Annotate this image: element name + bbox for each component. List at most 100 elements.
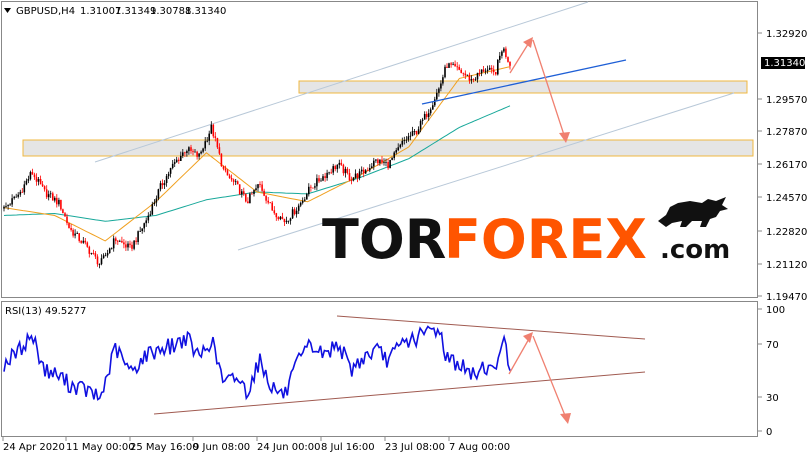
rsi-tick-label: 100	[766, 305, 785, 316]
time-label: 23 Jul 08:00	[385, 442, 445, 453]
candle-body	[29, 172, 32, 180]
candle-body	[125, 244, 127, 248]
candle-body	[259, 184, 261, 185]
current-price-tag-bg	[761, 57, 805, 69]
watermark-part1: TOR	[322, 208, 446, 271]
candle-body	[220, 153, 223, 167]
candle-body	[442, 77, 444, 84]
candle-body	[497, 60, 499, 75]
torforex-watermark: TOR FOREX .com	[322, 197, 730, 271]
price-pane-frame	[1, 1, 758, 298]
candle-body	[328, 172, 330, 174]
candle-body	[35, 177, 38, 182]
candle-body	[216, 138, 219, 148]
time-axis: 24 Apr 2020 11 May 00:00 25 May 16:00 9 …	[2, 437, 510, 453]
candle-body	[295, 210, 298, 215]
candle-body	[399, 144, 402, 148]
collapse-triangle-icon[interactable]	[4, 8, 11, 13]
candle-body	[112, 238, 115, 249]
candle-body	[318, 178, 320, 182]
high-value: 1.31349	[115, 6, 156, 17]
candle-body	[153, 202, 156, 204]
candle-body	[283, 218, 286, 223]
candle-body	[149, 214, 152, 216]
candle-body	[316, 178, 318, 187]
candle-body	[182, 152, 184, 156]
candle-body	[78, 233, 80, 241]
candle-body	[269, 202, 271, 204]
close-value: 1.31340	[185, 6, 226, 17]
candle-body	[358, 171, 361, 179]
candle-body	[92, 253, 95, 254]
candle-body	[484, 70, 487, 72]
candle-body	[348, 173, 351, 180]
candle-body	[100, 258, 103, 265]
candle-body	[19, 191, 22, 195]
candle-body	[273, 210, 276, 214]
candle-body	[403, 140, 406, 141]
candle-body	[444, 66, 446, 78]
candle-body	[202, 148, 204, 152]
candle-body	[17, 194, 19, 197]
candle-body	[446, 66, 448, 68]
rsi-arrow-up-head-icon	[523, 332, 533, 343]
candle-body	[275, 213, 278, 218]
candle-body	[505, 48, 507, 57]
candle-body	[31, 172, 34, 175]
candle-body	[490, 67, 493, 70]
candle-body	[263, 190, 265, 196]
candle-body	[251, 193, 253, 195]
candle-body	[460, 69, 462, 73]
candle-body	[373, 160, 375, 167]
rsi-upper-trendline	[336, 315, 646, 340]
moving-averages	[3, 66, 511, 242]
candle-body	[184, 152, 186, 154]
candle-body	[287, 220, 290, 222]
candle-body	[200, 151, 202, 154]
candle-body	[261, 184, 263, 191]
candle-body	[308, 186, 310, 195]
candle-body	[324, 176, 326, 178]
candle-body	[340, 162, 343, 165]
ma-fast-line	[3, 66, 511, 242]
candle-body	[9, 204, 11, 206]
candle-body	[169, 168, 172, 174]
candle-body	[54, 197, 56, 201]
candle-body	[147, 215, 150, 221]
candle-body	[163, 183, 166, 186]
candle-body	[119, 240, 121, 242]
candle-body	[436, 92, 438, 100]
candle-body	[425, 114, 428, 118]
candle-body	[5, 206, 7, 207]
candle-body	[64, 213, 66, 217]
candle-body	[186, 151, 188, 153]
candle-body	[338, 162, 341, 165]
candle-body	[411, 131, 414, 136]
candle-body	[23, 184, 26, 193]
candle-body	[391, 158, 393, 160]
candle-body	[421, 119, 424, 121]
candle-body	[143, 223, 145, 229]
candle-body	[285, 220, 288, 223]
candle-body	[474, 79, 477, 81]
candle-body	[379, 159, 381, 164]
candle-body	[94, 253, 97, 257]
candle-body	[230, 178, 233, 180]
price-forecast-arrows	[509, 37, 570, 143]
candle-body	[228, 175, 231, 178]
candle-body	[90, 253, 93, 254]
candle-body	[159, 183, 162, 190]
header-info: GBPUSD,H4 1.31007 1.31349 1.30788 1.3134…	[4, 6, 226, 17]
candle-body	[265, 195, 267, 201]
candle-body	[70, 228, 72, 230]
rsi-tick-label: 30	[766, 393, 779, 404]
candle-body	[175, 159, 178, 163]
candle-body	[299, 202, 302, 206]
candle-body	[37, 179, 40, 182]
candle-body	[41, 184, 44, 187]
candle-body	[344, 168, 347, 174]
candle-body	[507, 57, 509, 62]
channel-lower-line	[237, 92, 735, 251]
candle-body	[332, 166, 334, 173]
candle-body	[192, 150, 194, 152]
